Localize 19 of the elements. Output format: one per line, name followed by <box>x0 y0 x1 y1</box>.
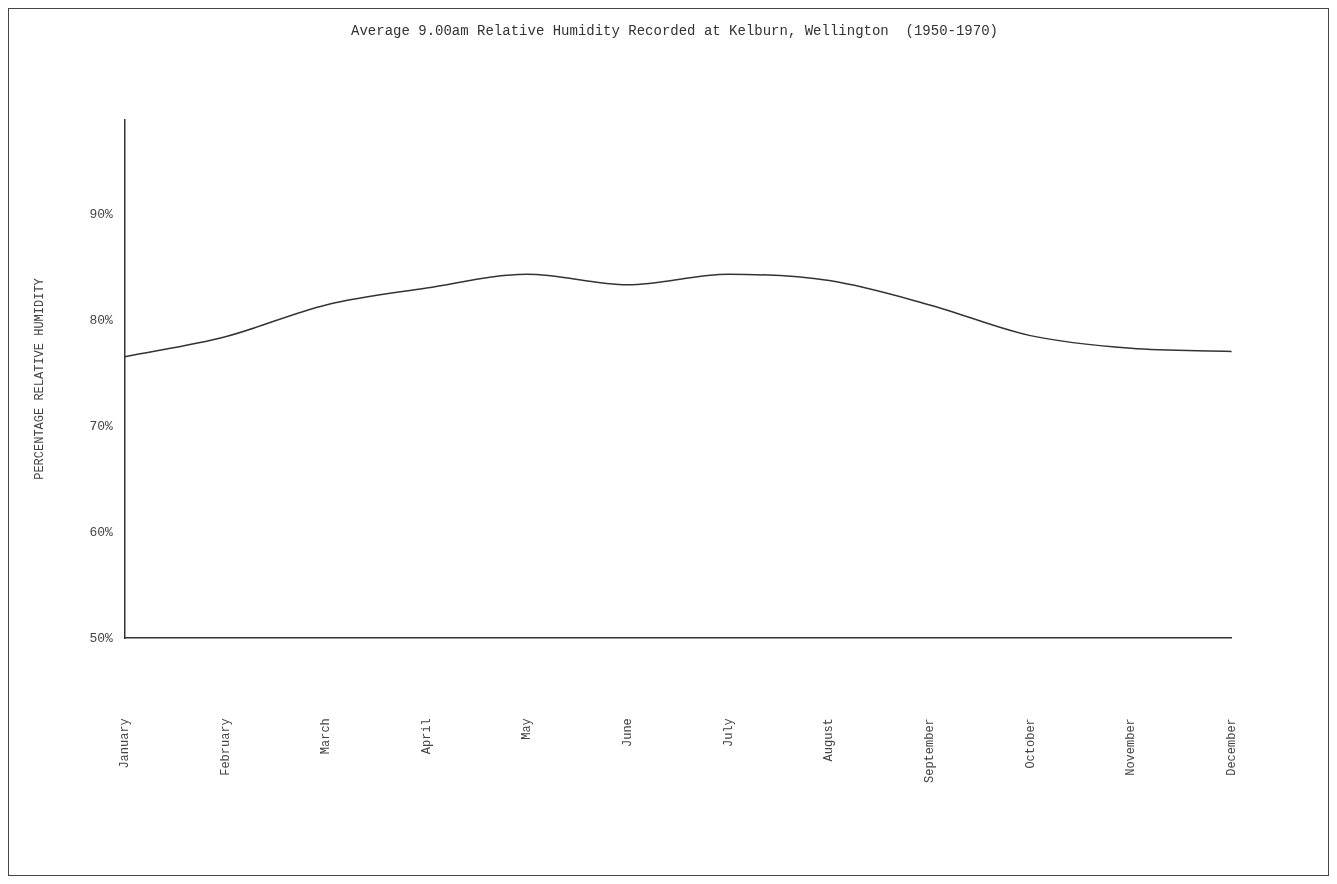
y-tick-label: 50% <box>89 630 113 646</box>
x-tick-label: June <box>621 718 636 747</box>
x-tick-label: May <box>520 718 535 740</box>
chart-title: Average 9.00am Relative Humidity Recorded at Kelburn, Wellington (1950-1970) <box>351 23 998 40</box>
x-tick-label: July <box>721 718 736 747</box>
x-tick-label: January <box>117 718 132 769</box>
y-tick-label: 90% <box>89 207 113 223</box>
x-tick-label: March <box>319 718 334 755</box>
y-tick-label: 60% <box>89 524 113 540</box>
x-tick-label: August <box>822 718 837 762</box>
x-tick-label: October <box>1023 718 1038 769</box>
x-tick-label: April <box>419 718 434 755</box>
x-tick-label: February <box>218 718 233 776</box>
x-tick-label: November <box>1124 718 1139 776</box>
y-tick-label: 70% <box>89 419 113 435</box>
x-tick-label: September <box>922 718 937 783</box>
y-tick-label: 80% <box>89 313 113 329</box>
y-axis-title: PERCENTAGE RELATIVE HUMIDITY <box>33 278 48 480</box>
x-tick-label: December <box>1224 718 1239 776</box>
